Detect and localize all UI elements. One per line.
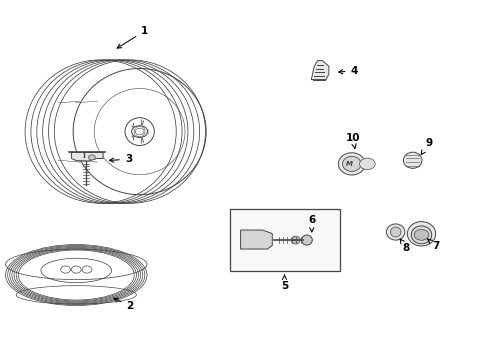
Polygon shape (311, 60, 328, 80)
Ellipse shape (403, 152, 421, 168)
Ellipse shape (291, 236, 300, 244)
Circle shape (359, 158, 374, 170)
Circle shape (413, 229, 428, 240)
Text: 3: 3 (109, 154, 132, 164)
Ellipse shape (389, 227, 400, 237)
Polygon shape (71, 152, 103, 161)
Text: 7: 7 (426, 239, 438, 251)
Ellipse shape (386, 224, 404, 240)
Text: 4: 4 (338, 66, 357, 76)
Ellipse shape (407, 222, 435, 246)
Text: 9: 9 (421, 139, 431, 154)
Text: 5: 5 (280, 275, 287, 291)
Ellipse shape (338, 153, 365, 175)
Text: 8: 8 (399, 239, 409, 253)
Ellipse shape (301, 235, 312, 245)
Circle shape (88, 155, 95, 160)
Text: M: M (346, 161, 353, 167)
Bar (229, 209, 339, 271)
Text: 1: 1 (117, 26, 148, 48)
Text: 2: 2 (114, 298, 133, 311)
Ellipse shape (410, 226, 431, 244)
Polygon shape (240, 230, 272, 249)
Text: 10: 10 (345, 133, 359, 148)
Text: 6: 6 (307, 215, 315, 232)
Ellipse shape (342, 156, 360, 171)
